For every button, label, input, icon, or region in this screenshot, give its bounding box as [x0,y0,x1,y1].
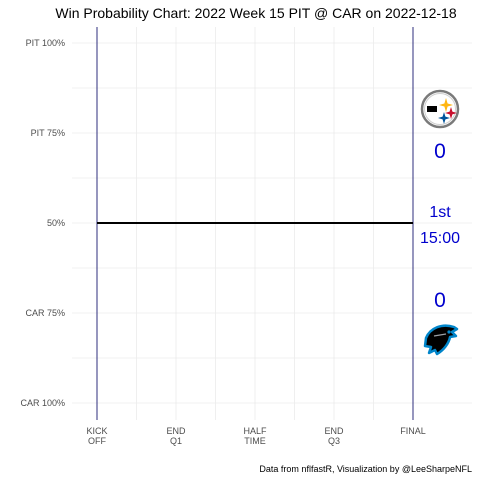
away-team-logo [420,89,460,129]
y-tick-label: CAR 100% [20,398,65,408]
y-axis-ticks: PIT 100% PIT 75% 50% CAR 75% CAR 100% [20,38,65,408]
y-tick-label: PIT 100% [26,38,65,48]
steelers-logo-inner [424,93,456,125]
y-tick-label: CAR 75% [25,308,65,318]
game-clock: 15:00 [420,230,460,247]
chart-title: Win Probability Chart: 2022 Week 15 PIT … [55,5,456,21]
steelers-star-yellow [439,98,453,112]
home-team-score: 0 [434,289,446,312]
x-tick-label: FINAL [400,426,426,436]
game-quarter: 1st [429,204,451,221]
panther-eye [447,330,451,334]
y-tick-label: PIT 75% [31,128,65,138]
x-tick-label: KICK OFF [86,426,107,446]
panther-head [423,324,459,356]
panther-brow [433,333,447,337]
chart-caption: Data from nflfastR, Visualization by @Le… [259,464,472,474]
y-tick-label: 50% [47,218,65,228]
steelers-star-red [445,107,457,119]
x-tick-label: HALF TIME [243,426,267,446]
x-tick-label: END Q3 [324,426,344,446]
x-tick-label: END Q1 [166,426,186,446]
home-team-logo [423,324,459,356]
x-axis-ticks: KICK OFF END Q1 HALF TIME END Q3 FINAL [86,426,425,446]
steelers-star-blue [438,112,450,124]
steelers-logo-wordmark [427,106,437,112]
away-team-score: 0 [434,140,446,163]
